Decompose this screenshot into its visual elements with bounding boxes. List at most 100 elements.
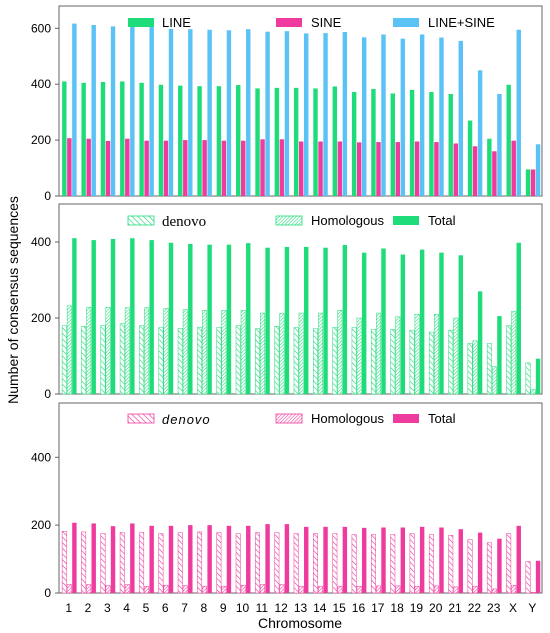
legend-middle: denovo Homologous Total bbox=[127, 213, 456, 230]
bar-sine-chr-16 bbox=[356, 142, 362, 196]
bar-line-sine-chr-6 bbox=[168, 28, 174, 197]
bar-sine-chr-x bbox=[511, 140, 516, 196]
bar-homologous-chr-22 bbox=[472, 585, 478, 594]
bar-line-sine-chr-20 bbox=[439, 37, 444, 196]
bar-total-chr-22 bbox=[477, 291, 483, 394]
bar-line-sine-chr-16 bbox=[361, 37, 367, 197]
bar-denovo-chr-23 bbox=[486, 542, 492, 594]
y-tick-label: 0 bbox=[44, 387, 51, 401]
bar-total-chr-6 bbox=[168, 525, 174, 593]
legend-swatch-denovo-line bbox=[127, 215, 155, 226]
bar-sine-chr-2 bbox=[86, 138, 91, 196]
bar-denovo-chr-7 bbox=[177, 328, 183, 395]
bar-homologous-chr-3 bbox=[105, 585, 111, 594]
bar-sine-chr-14 bbox=[318, 141, 323, 196]
x-tick-label-5: 5 bbox=[143, 601, 150, 615]
bar-line-sine-chr-11 bbox=[265, 31, 270, 196]
legend-swatch-denovo-sine bbox=[127, 413, 155, 424]
bar-total-chr-7 bbox=[188, 525, 193, 593]
bar-homologous-chr-11 bbox=[260, 312, 266, 395]
legend-swatch-homologous-line bbox=[275, 215, 303, 226]
bar-homologous-chr-11 bbox=[260, 584, 266, 594]
bar-sine-chr-6 bbox=[163, 140, 169, 196]
bar-line-sine-chr-19 bbox=[419, 34, 425, 196]
bar-denovo-chr-1 bbox=[61, 531, 67, 594]
legend-label-denovo-line: denovo bbox=[162, 214, 206, 230]
y-tick-label: 400 bbox=[31, 450, 51, 464]
bar-homologous-chr-y bbox=[530, 389, 536, 395]
bar-denovo-chr-21 bbox=[448, 329, 454, 395]
bar-homologous-chr-23 bbox=[491, 366, 497, 395]
bar-homologous-chr-7 bbox=[182, 309, 188, 395]
bar-denovo-chr-5 bbox=[139, 325, 145, 395]
bar-total-chr-y bbox=[535, 358, 541, 394]
bar-line-sine-chr-7 bbox=[188, 29, 193, 196]
bar-denovo-chr-15 bbox=[332, 533, 338, 594]
bar-line-chr-6 bbox=[158, 84, 164, 196]
x-tick-label-17: 17 bbox=[371, 601, 385, 615]
bar-sine-chr-10 bbox=[241, 140, 246, 196]
bar-line-chr-19 bbox=[409, 89, 415, 196]
bar-line-chr-3 bbox=[100, 82, 106, 196]
y-tick-label: 0 bbox=[44, 586, 51, 600]
bar-denovo-chr-20 bbox=[428, 534, 434, 594]
bar-total-chr-11 bbox=[265, 524, 270, 593]
y-tick-label: 400 bbox=[31, 235, 51, 249]
bar-total-chr-1 bbox=[72, 238, 77, 394]
bar-homologous-chr-7 bbox=[182, 585, 188, 594]
bar-homologous-chr-22 bbox=[472, 340, 478, 395]
bars-top bbox=[62, 23, 541, 197]
y-tick-label: 600 bbox=[31, 21, 51, 35]
bar-homologous-chr-17 bbox=[376, 585, 381, 594]
bar-sine-chr-21 bbox=[453, 143, 458, 196]
x-tick-label-y: Y bbox=[528, 601, 536, 615]
bar-line-chr-22 bbox=[467, 120, 473, 196]
legend-label-homologous-line: Homologous bbox=[311, 213, 384, 228]
bar-sine-chr-9 bbox=[221, 140, 227, 196]
bar-denovo-chr-14 bbox=[313, 328, 318, 395]
bar-homologous-chr-8 bbox=[202, 310, 208, 395]
x-tick-label-x: X bbox=[509, 601, 517, 615]
chart-panel-line-sine: 0 200 400 600 LINE SINE LINE+SINE bbox=[31, 5, 543, 203]
bar-homologous-chr-10 bbox=[240, 584, 246, 594]
bar-denovo-chr-9 bbox=[216, 532, 222, 594]
bar-denovo-chr-x bbox=[506, 533, 512, 594]
bar-denovo-chr-7 bbox=[177, 532, 183, 594]
bar-denovo-chr-22 bbox=[467, 343, 473, 395]
bar-total-chr-14 bbox=[323, 526, 328, 593]
bar-homologous-chr-19 bbox=[414, 585, 420, 594]
bar-line-sine-chr-1 bbox=[72, 23, 77, 197]
bar-homologous-chr-5 bbox=[144, 585, 150, 594]
x-tick-label-13: 13 bbox=[294, 601, 308, 615]
bar-line-chr-y bbox=[525, 169, 531, 196]
bar-line-chr-15 bbox=[332, 86, 338, 196]
bar-line-chr-7 bbox=[178, 85, 183, 196]
bar-line-chr-9 bbox=[216, 86, 222, 196]
bar-total-chr-18 bbox=[400, 254, 406, 394]
y-tick-label: 200 bbox=[31, 133, 51, 147]
bar-line-sine-chr-18 bbox=[400, 38, 406, 196]
x-tick-label-6: 6 bbox=[162, 601, 169, 615]
legend-top: LINE SINE LINE+SINE bbox=[128, 15, 495, 30]
bar-denovo-chr-8 bbox=[197, 531, 203, 594]
bar-line-chr-11 bbox=[255, 88, 260, 196]
bar-homologous-chr-8 bbox=[202, 585, 208, 594]
bar-total-chr-19 bbox=[419, 249, 425, 394]
x-tick-label-1: 1 bbox=[65, 601, 72, 615]
bar-denovo-chr-13 bbox=[293, 327, 299, 395]
bar-denovo-chr-1 bbox=[61, 325, 67, 395]
bar-denovo-chr-2 bbox=[81, 326, 87, 395]
bar-total-chr-10 bbox=[246, 525, 251, 593]
bar-total-chr-20 bbox=[439, 527, 444, 593]
bar-homologous-chr-4 bbox=[124, 307, 130, 395]
bar-line-sine-chr-y bbox=[535, 144, 541, 196]
bar-denovo-chr-21 bbox=[448, 535, 454, 594]
legend-swatch-total-line bbox=[393, 216, 419, 225]
bar-total-chr-22 bbox=[477, 532, 483, 593]
bar-total-chr-7 bbox=[188, 243, 193, 394]
bar-total-chr-13 bbox=[304, 246, 309, 394]
bar-homologous-chr-20 bbox=[433, 313, 439, 395]
bar-total-chr-2 bbox=[91, 523, 96, 593]
bar-sine-chr-23 bbox=[492, 151, 497, 196]
